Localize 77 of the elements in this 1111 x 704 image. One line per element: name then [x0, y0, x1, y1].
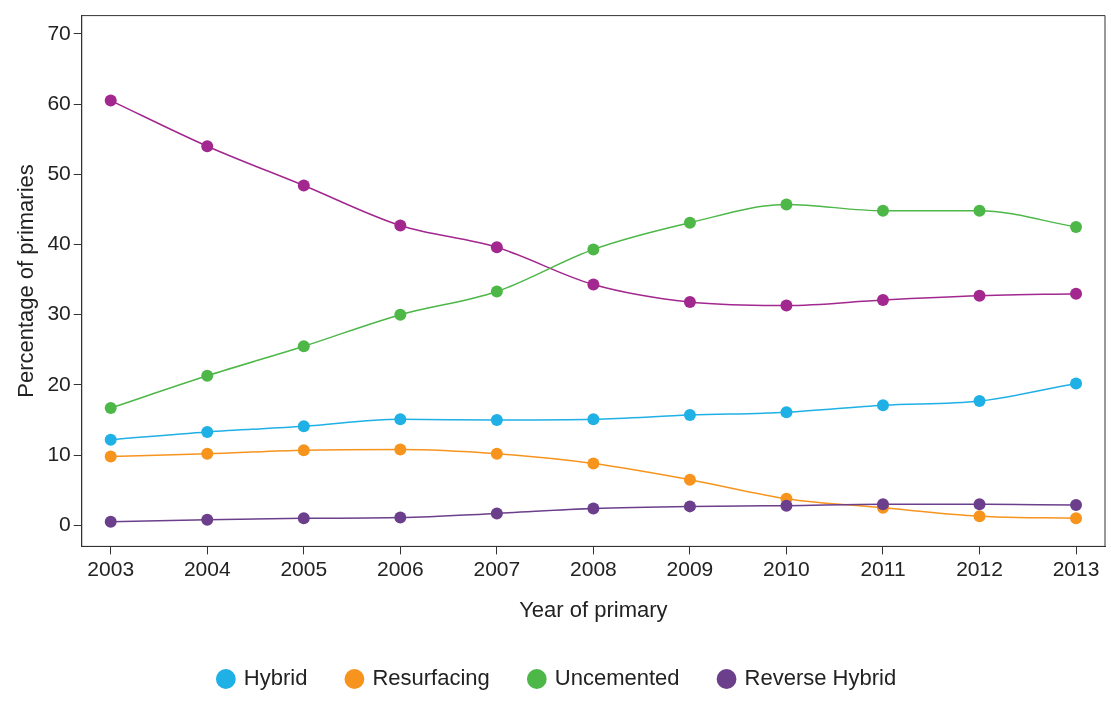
point: [394, 308, 407, 321]
y-tick-label: 30: [47, 301, 71, 325]
point: [394, 219, 407, 232]
point: [587, 457, 600, 470]
legend-label: Uncemented: [554, 665, 680, 691]
point: [780, 198, 793, 211]
point: [201, 447, 214, 460]
point: [973, 510, 986, 523]
point: [780, 499, 793, 512]
x-tick-label: 2013: [1052, 556, 1100, 580]
x-tick-label: 2009: [666, 556, 714, 580]
point: [780, 406, 793, 419]
point: [876, 204, 889, 217]
point: [1070, 220, 1083, 233]
point: [297, 420, 310, 433]
point: [973, 395, 986, 408]
y-tick-label: 10: [47, 441, 71, 465]
point: [587, 502, 600, 515]
point: [490, 241, 503, 254]
x-tick-label: 2010: [763, 556, 810, 580]
point: [1070, 287, 1083, 300]
point: [490, 507, 503, 520]
x-tick-label: 2008: [570, 556, 617, 580]
x-tick-label: 2004: [183, 556, 231, 580]
point: [201, 425, 214, 438]
point: [587, 243, 600, 256]
x-tick-label: 2003: [87, 556, 135, 580]
y-tick-label: 20: [47, 371, 71, 395]
x-tick-label: 2012: [956, 556, 1003, 580]
point: [683, 216, 696, 229]
point: [490, 414, 503, 427]
point: [394, 443, 407, 456]
point: [201, 369, 214, 382]
point: [394, 511, 407, 524]
x-tick-label: 2011: [860, 556, 906, 580]
point: [297, 179, 310, 192]
point: [973, 204, 986, 217]
point: [490, 447, 503, 460]
point: [587, 413, 600, 426]
point: [683, 473, 696, 486]
x-tick-label: 2006: [376, 556, 424, 580]
point: [104, 433, 117, 446]
legend-label: Reverse Hybrid: [744, 665, 897, 691]
point: [297, 444, 310, 457]
point: [104, 450, 117, 463]
x-tick-label: 2007: [473, 556, 521, 580]
point: [683, 500, 696, 513]
point: [490, 285, 503, 298]
legend-label: Hybrid: [243, 665, 308, 691]
point: [1070, 512, 1083, 525]
point: [683, 409, 696, 422]
point: [876, 399, 889, 412]
point: [1070, 377, 1083, 390]
point: [973, 289, 986, 302]
y-axis-title: Percentage of primaries: [13, 164, 39, 398]
y-tick-label: 0: [59, 512, 71, 536]
point: [104, 94, 117, 107]
x-tick-label: 2005: [280, 556, 328, 580]
point: [201, 140, 214, 153]
point: [297, 512, 310, 525]
y-tick-label: 50: [47, 161, 71, 185]
y-tick-label: 70: [47, 20, 71, 44]
point: [876, 293, 889, 306]
point: [1070, 498, 1083, 511]
y-tick-label: 60: [47, 90, 71, 114]
point: [587, 278, 600, 291]
point: [201, 513, 214, 526]
x-axis-title: Year of primary: [519, 596, 668, 622]
point: [973, 498, 986, 511]
point: [297, 340, 310, 353]
point: [780, 299, 793, 312]
legend-label: Resurfacing: [372, 665, 490, 691]
point: [394, 413, 407, 426]
point: [683, 296, 696, 309]
y-tick-label: 40: [47, 231, 71, 255]
point: [104, 402, 117, 415]
point: [104, 515, 117, 528]
